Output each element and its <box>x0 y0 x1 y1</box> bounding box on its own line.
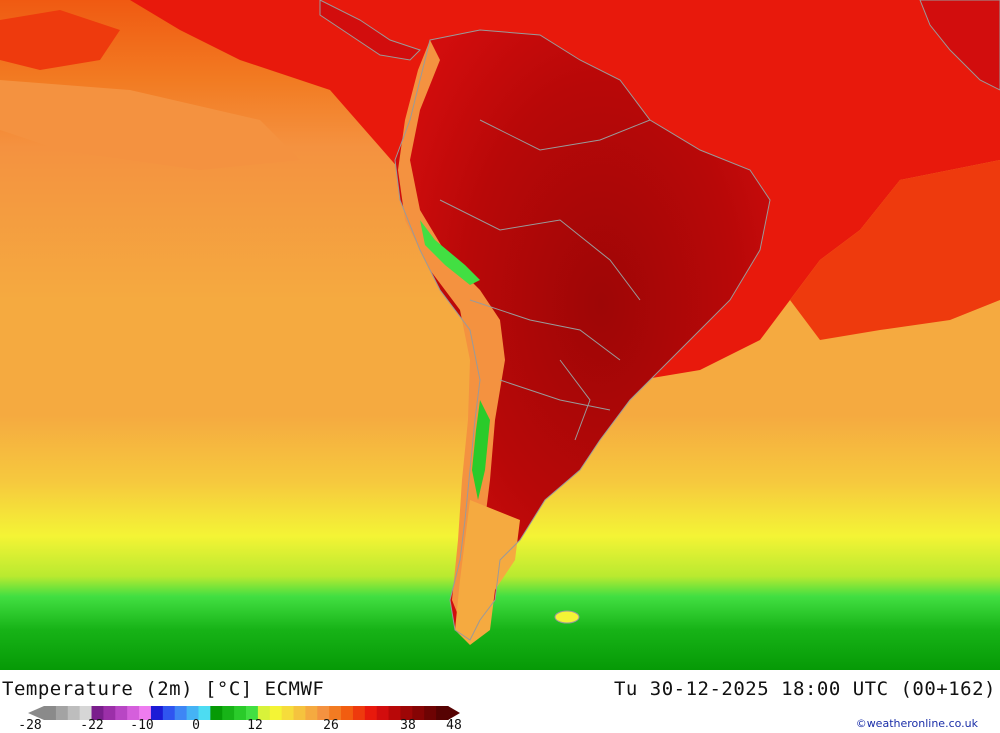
scale-swatch <box>329 706 342 720</box>
warm-zone-east <box>790 160 1000 340</box>
scale-swatch <box>388 706 401 720</box>
legend-tick-label: 48 <box>446 718 462 733</box>
warm-patch-west <box>0 10 120 70</box>
legend-tick-label: -28 <box>18 718 42 733</box>
scale-swatch <box>115 706 128 720</box>
scale-swatch <box>269 706 283 720</box>
scale-swatch <box>67 706 81 720</box>
scale-swatch <box>186 706 199 720</box>
scale-swatch <box>139 706 152 720</box>
scale-swatch <box>341 706 354 720</box>
cool-patch-west <box>0 80 300 170</box>
scale-swatch <box>127 706 140 720</box>
legend-tick-label: 38 <box>400 718 416 733</box>
scale-swatch <box>222 706 235 720</box>
legend-tick-label: -22 <box>80 718 104 733</box>
scale-swatch <box>400 706 413 720</box>
scale-arrow-right <box>448 706 460 720</box>
andes-green-south <box>472 400 490 500</box>
scale-swatch <box>246 706 259 720</box>
patagonia <box>455 500 520 645</box>
legend-tick-label: 0 <box>192 718 200 733</box>
scale-swatch <box>376 706 390 720</box>
temperature-map <box>0 0 1000 670</box>
scale-swatch <box>55 706 69 720</box>
map-title: Temperature (2m) [°C] ECMWF <box>2 678 325 700</box>
falkland-islands <box>554 610 580 624</box>
scale-swatch <box>198 706 211 720</box>
scale-swatch <box>424 706 437 720</box>
legend-tick-label: 12 <box>247 718 263 733</box>
scale-swatch <box>305 706 318 720</box>
credit-link[interactable]: ©weatheronline.co.uk <box>855 717 978 730</box>
andes-green <box>420 220 480 285</box>
scale-swatch <box>281 706 295 720</box>
scale-swatch <box>210 706 223 720</box>
color-scale-legend <box>28 706 460 720</box>
scale-swatch <box>293 706 306 720</box>
legend-tick-label: 26 <box>323 718 339 733</box>
scale-swatch <box>257 706 271 720</box>
scale-swatch <box>44 706 57 720</box>
scale-swatch <box>150 706 164 720</box>
scale-swatch <box>352 706 366 720</box>
scale-swatch <box>162 706 176 720</box>
country-borders <box>394 29 771 641</box>
scale-swatch <box>79 706 93 720</box>
legend-tick-label: -10 <box>130 718 154 733</box>
scale-arrow-left <box>28 706 44 720</box>
scale-swatch <box>91 706 104 720</box>
scale-swatch <box>436 706 449 720</box>
central-america <box>319 0 421 61</box>
footer-bar <box>0 670 1000 733</box>
scale-swatch <box>317 706 330 720</box>
scale-swatch <box>364 706 378 720</box>
scale-swatch <box>103 706 116 720</box>
forecast-datetime: Tu 30-12-2025 18:00 UTC (00+162) <box>613 678 996 700</box>
scale-swatch <box>412 706 425 720</box>
west-africa-coast <box>919 0 1000 91</box>
scale-swatch <box>174 706 188 720</box>
scale-swatch <box>234 706 247 720</box>
